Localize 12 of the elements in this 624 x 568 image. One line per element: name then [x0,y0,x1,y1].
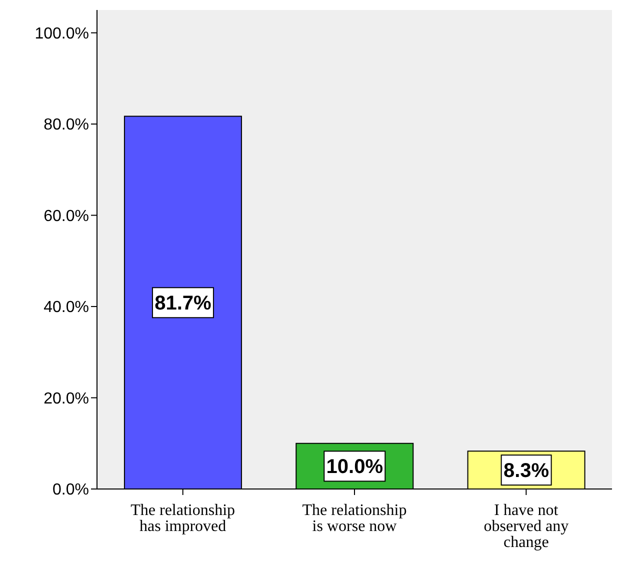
data-label: 81.7% [154,292,212,315]
x-tick-label: The relationship is worse now [302,502,407,535]
data-label: 10.0% [326,456,384,478]
y-tick-label: 80.0% [44,116,89,134]
y-tick-label: 100.0% [34,25,89,42]
y-tick-label: 20.0% [44,390,89,408]
x-tick-label: The relationship has improved [130,502,236,535]
x-tick-label: I have not observed any change [484,502,569,551]
y-tick-label: 40.0% [44,299,89,316]
y-tick-label: 60.0% [44,208,89,225]
y-tick-label: 0.0% [52,482,89,499]
data-label: 8.3% [504,460,550,482]
